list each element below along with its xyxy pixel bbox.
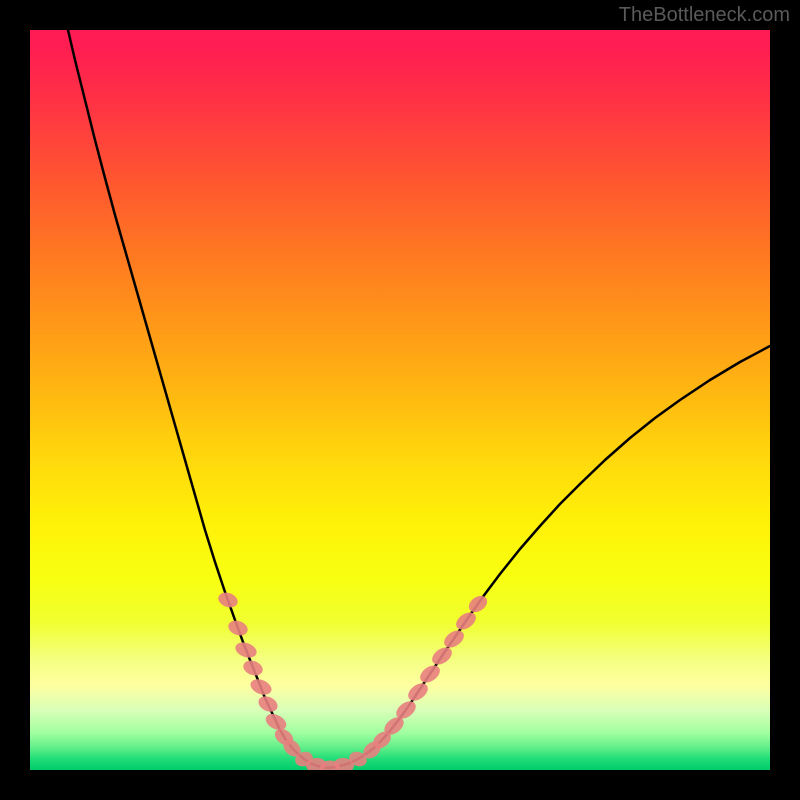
gradient-background bbox=[30, 30, 770, 770]
bottleneck-curve-chart bbox=[30, 30, 770, 770]
plot-area bbox=[30, 30, 770, 770]
watermark-text: TheBottleneck.com bbox=[619, 4, 790, 27]
chart-container: TheBottleneck.com bbox=[0, 0, 800, 800]
